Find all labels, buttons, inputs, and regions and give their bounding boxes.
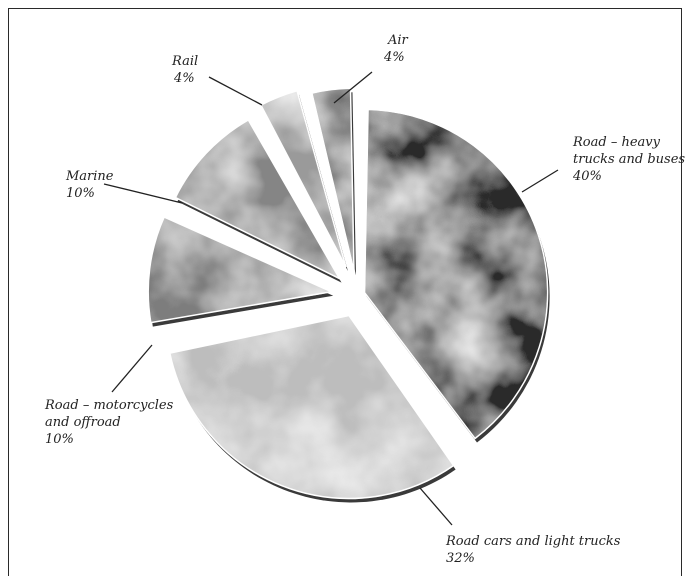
slice-value-0: 40% [572, 169, 602, 184]
slice-label-0: Road – heavy trucks and buses 40% [572, 135, 685, 184]
slice-label-line-0: Road – heavy [572, 135, 661, 150]
slice-label-line-4: Rail [171, 54, 198, 69]
slice-label-line-1: Road cars and light trucks [445, 534, 621, 549]
slice-value-3: 10% [66, 186, 95, 201]
pie-slice-2 [147, 216, 334, 324]
slice-label-line-2: and offroad [45, 415, 121, 430]
slice-label-line-3: Marine [65, 169, 114, 184]
slice-value-2: 10% [45, 432, 74, 447]
slice-label-line-0: trucks and buses [573, 152, 685, 167]
leader-line-5 [333, 71, 373, 104]
slice-label-2: Road – motorcycles and offroad 10% [44, 398, 174, 447]
leader-line-4 [208, 76, 263, 106]
leader-line-1 [419, 487, 453, 526]
pie-slice-3 [174, 118, 342, 281]
slice-label-line-2: Road – motorcycles [44, 398, 174, 413]
pie-slice-1 [168, 314, 455, 500]
slice-label-5: Air 4% [383, 33, 409, 65]
slice-value-5: 4% [383, 50, 405, 65]
leader-line-0 [521, 169, 559, 193]
slice-label-line-5: Air [387, 33, 409, 48]
slice-value-4: 4% [173, 71, 195, 86]
pie-slice-5 [310, 87, 355, 272]
pie-slice-0 [363, 108, 549, 440]
slice-label-4: Rail 4% [171, 54, 198, 86]
slice-value-1: 32% [446, 551, 475, 566]
slice-label-1: Road cars and light trucks 32% [445, 534, 621, 566]
leader-line-2 [111, 344, 153, 393]
leader-line-3 [103, 183, 183, 204]
slice-label-3: Marine 10% [65, 169, 114, 201]
